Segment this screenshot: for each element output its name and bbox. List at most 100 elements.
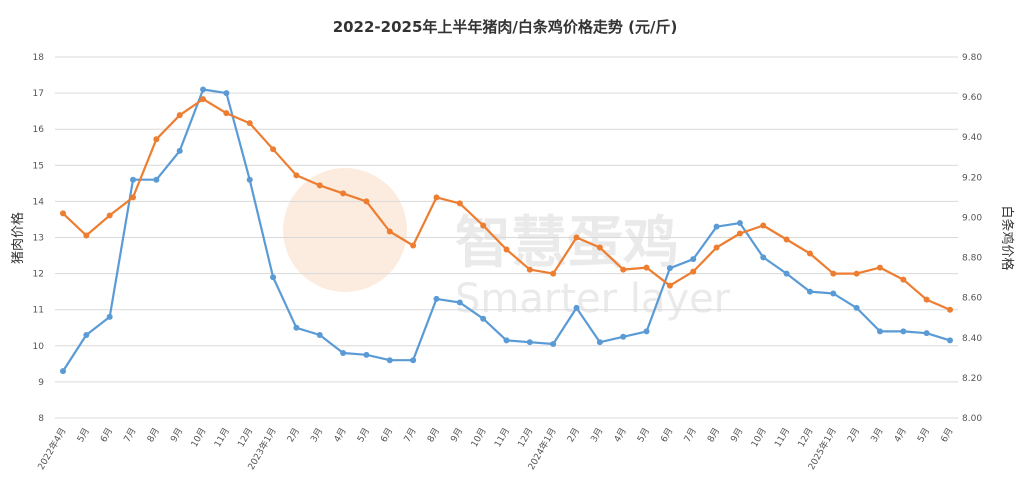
x-tick-label: 9月	[729, 426, 746, 444]
data-point-right	[666, 282, 673, 289]
x-tick-label: 9月	[449, 426, 466, 444]
data-point-left	[806, 288, 813, 295]
data-point-right	[783, 236, 790, 243]
data-point-left	[480, 315, 487, 322]
data-point-right	[130, 194, 137, 201]
left-tick-label: 8	[38, 414, 44, 424]
x-tick-label: 9月	[168, 426, 185, 444]
x-tick-label: 10月	[469, 426, 489, 449]
data-point-right	[480, 222, 487, 229]
data-point-right	[806, 250, 813, 257]
series-right	[60, 96, 953, 313]
data-point-left	[713, 223, 720, 230]
data-point-right	[760, 222, 767, 229]
data-point-right	[876, 264, 883, 271]
data-point-left	[783, 270, 790, 277]
x-tick-label: 2月	[845, 426, 862, 444]
right-tick-label: 8.20	[962, 374, 982, 384]
x-tick-label: 6月	[378, 426, 395, 444]
x-tick-label: 8月	[705, 426, 722, 444]
data-point-right	[200, 96, 207, 103]
data-point-right	[60, 210, 66, 217]
watermark: 智慧蛋鸡 Smarter layer	[283, 168, 731, 322]
data-point-right	[106, 212, 113, 219]
data-point-left	[200, 86, 207, 93]
right-tick-label: 8.40	[962, 334, 982, 344]
x-tick-label: 3月	[869, 426, 886, 444]
x-tick-label: 7月	[122, 426, 139, 444]
data-point-right	[900, 276, 907, 283]
data-point-right	[620, 266, 627, 273]
data-point-right	[410, 242, 417, 249]
data-point-left	[900, 328, 907, 335]
x-tick-label: 10月	[189, 426, 209, 449]
data-point-right	[830, 270, 837, 277]
data-point-left	[526, 339, 533, 346]
x-tick-label: 7月	[682, 426, 699, 444]
data-point-left	[293, 324, 300, 331]
data-point-left	[503, 337, 510, 344]
right-tick-label: 9.40	[962, 133, 982, 143]
data-point-left	[923, 330, 930, 337]
data-point-left	[456, 299, 463, 306]
right-axis-title: 白条鸡价格	[999, 205, 1015, 270]
watermark-text-cn: 智慧蛋鸡	[455, 211, 679, 276]
data-point-left	[83, 331, 90, 338]
data-point-right	[526, 266, 533, 273]
data-point-left	[947, 337, 953, 344]
x-tick-label: 4月	[892, 426, 909, 444]
data-point-right	[433, 194, 440, 201]
data-point-left	[316, 331, 323, 338]
left-tick-label: 17	[33, 89, 44, 99]
data-point-left	[596, 339, 603, 346]
data-point-right	[176, 112, 183, 119]
x-tick-label: 5月	[915, 426, 932, 444]
data-point-left	[340, 350, 347, 357]
data-point-left	[573, 304, 580, 311]
right-tick-label: 8.00	[962, 414, 982, 424]
data-point-left	[60, 368, 66, 375]
x-tick-label: 2022年4月	[35, 426, 69, 472]
data-point-right	[456, 200, 463, 207]
left-tick-label: 10	[33, 342, 45, 352]
data-point-right	[853, 270, 860, 277]
x-tick-label: 2月	[285, 426, 302, 444]
right-tick-label: 8.80	[962, 254, 982, 264]
data-point-right	[363, 198, 370, 205]
right-tick-label: 9.00	[962, 213, 982, 223]
data-point-right	[596, 244, 603, 251]
data-point-right	[340, 190, 347, 197]
right-tick-label: 8.60	[962, 294, 982, 304]
data-point-left	[106, 313, 113, 320]
series-layer	[60, 86, 953, 375]
data-point-right	[923, 296, 930, 303]
x-tick-label: 6月	[98, 426, 115, 444]
data-point-left	[830, 290, 837, 297]
data-point-right	[153, 136, 160, 143]
data-point-left	[853, 304, 860, 311]
series-left	[60, 86, 953, 375]
x-tick-label: 4月	[332, 426, 349, 444]
x-tick-label: 8月	[425, 426, 442, 444]
data-point-left	[433, 295, 440, 302]
data-point-left	[760, 254, 767, 261]
left-tick-label: 16	[33, 125, 45, 135]
left-tick-label: 9	[38, 378, 44, 388]
data-point-right	[83, 232, 90, 239]
x-tick-label: 12月	[796, 426, 816, 449]
data-point-right	[690, 268, 697, 275]
x-tick-label: 3月	[308, 426, 325, 444]
data-point-right	[573, 234, 580, 241]
x-tick-label: 12月	[236, 426, 256, 449]
data-point-left	[176, 147, 183, 154]
data-point-left	[690, 256, 697, 263]
left-tick-label: 18	[33, 53, 45, 63]
x-tick-label: 5月	[635, 426, 652, 444]
data-point-left	[410, 357, 417, 364]
x-tick-label: 5月	[355, 426, 372, 444]
x-tick-label: 8月	[145, 426, 162, 444]
data-point-left	[643, 328, 650, 335]
data-point-right	[386, 228, 393, 235]
data-point-right	[643, 264, 650, 271]
